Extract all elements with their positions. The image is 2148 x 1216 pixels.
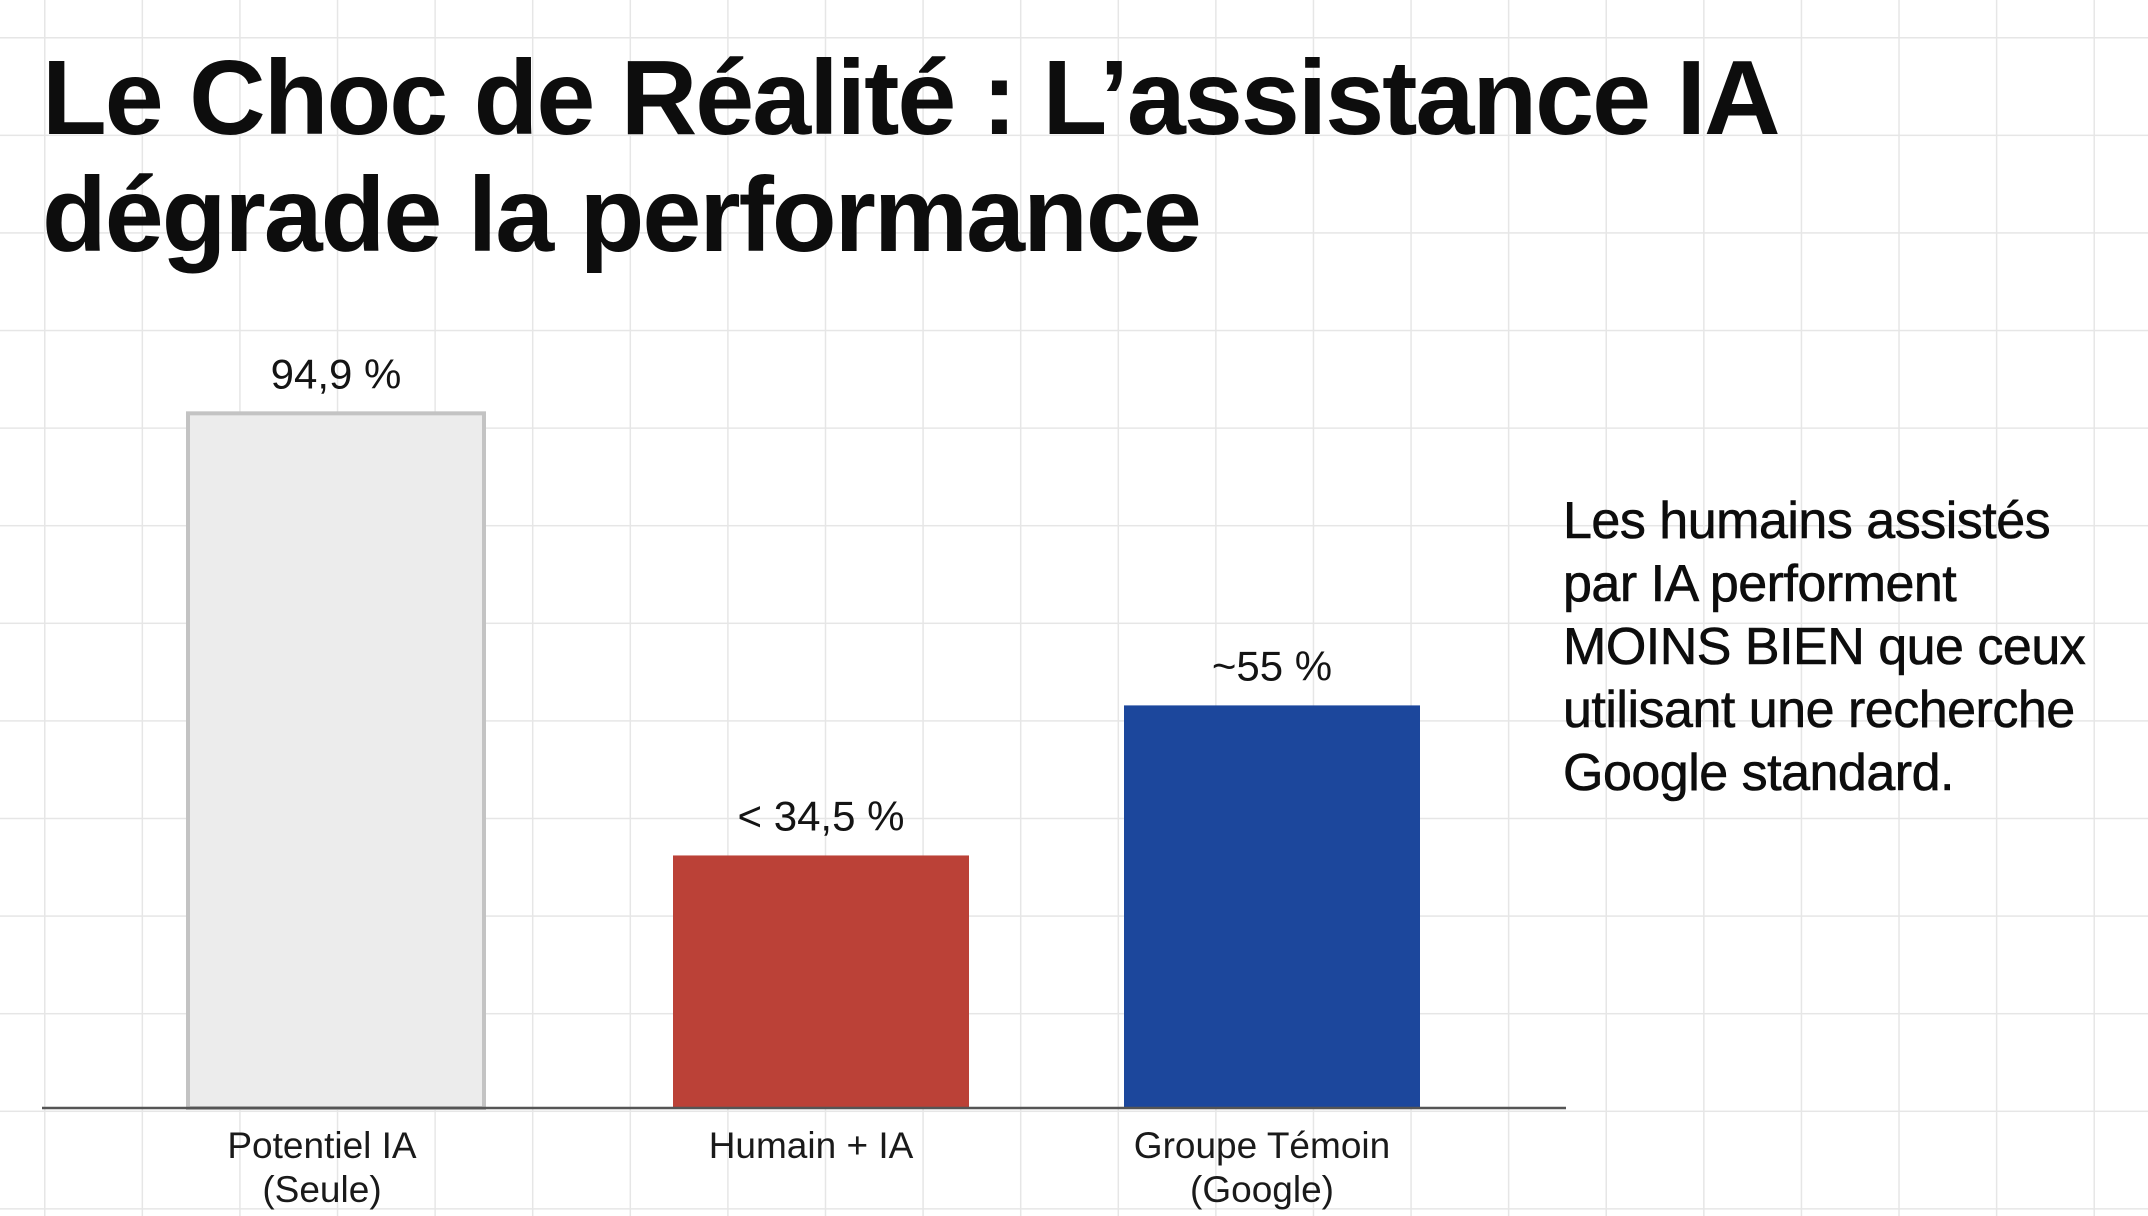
- category-label-3-line-2: (Google): [1190, 1169, 1334, 1210]
- bar-3: [1124, 705, 1420, 1108]
- label-group: 94,9 % Potentiel IA(Seule) < 34,5 % Humain …: [227, 350, 1390, 1210]
- bar-group: [186, 411, 1420, 1111]
- category-label-1-line-2: (Seule): [262, 1169, 381, 1210]
- side-note: Les humains assistés par IA performent M…: [1563, 492, 2086, 803]
- bar-2: [673, 855, 969, 1108]
- bar-1: [186, 411, 486, 1111]
- page-title: Le Choc de Réalité : L’assistance IA dég…: [42, 40, 1942, 274]
- data-label-1: 94,9 %: [271, 350, 402, 397]
- title-line-2: dégrade la performance: [42, 156, 1202, 274]
- title-line-1: Le Choc de Réalité : L’assistance IA: [42, 39, 1781, 157]
- category-label-2-line-1: Humain + IA: [709, 1125, 914, 1166]
- data-label-3: ~55 %: [1212, 642, 1332, 689]
- category-label-3-line-1: Groupe Témoin: [1134, 1125, 1390, 1166]
- data-label-2: < 34,5 %: [738, 792, 905, 839]
- category-label-1-line-1: Potentiel IA: [227, 1125, 417, 1166]
